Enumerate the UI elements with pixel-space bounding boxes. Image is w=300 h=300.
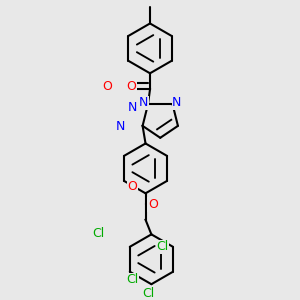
Text: Cl: Cl bbox=[142, 287, 154, 300]
Text: O: O bbox=[128, 180, 137, 193]
Text: O: O bbox=[103, 80, 112, 93]
Text: Cl: Cl bbox=[126, 274, 139, 286]
Text: N: N bbox=[128, 100, 137, 113]
Text: Cl: Cl bbox=[93, 226, 105, 240]
Text: Cl: Cl bbox=[157, 240, 169, 253]
Text: N: N bbox=[139, 96, 148, 109]
Text: N: N bbox=[116, 120, 125, 133]
Text: O: O bbox=[126, 80, 136, 93]
Text: O: O bbox=[148, 198, 158, 211]
Text: N: N bbox=[172, 96, 182, 109]
